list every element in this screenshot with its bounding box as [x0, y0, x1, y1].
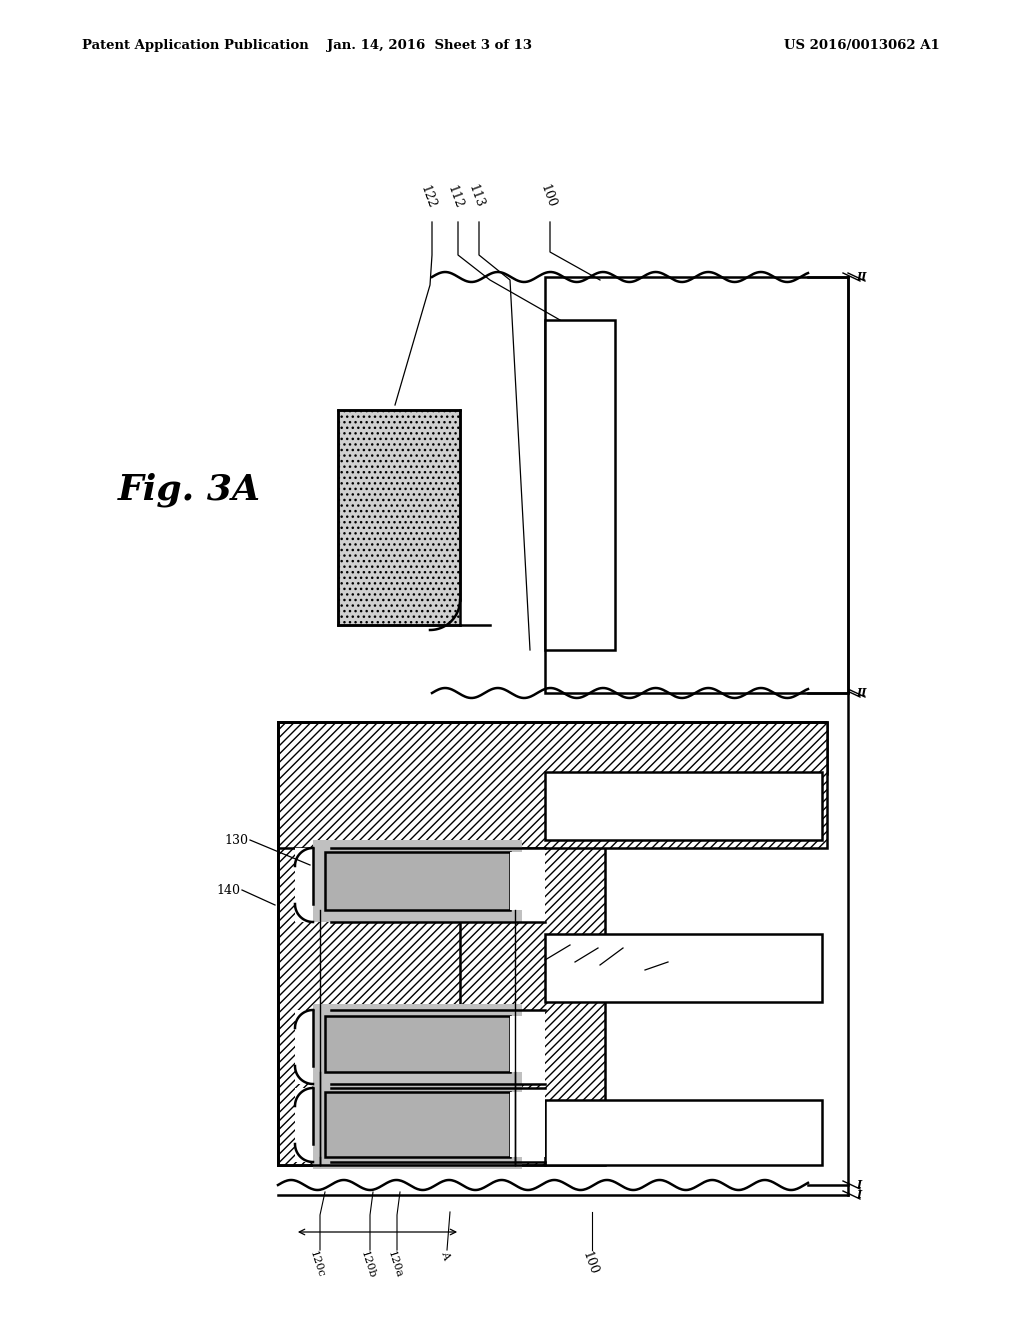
Bar	[278, 722, 605, 1166]
Text: 113: 113	[466, 183, 486, 210]
Text: 120b: 120b	[358, 1250, 377, 1280]
Bar	[278, 722, 460, 1166]
Bar	[325, 851, 510, 909]
Bar	[313, 1005, 522, 1084]
Text: 122: 122	[418, 183, 438, 210]
Text: Fig. 3A: Fig. 3A	[118, 473, 261, 507]
Text: 100: 100	[538, 183, 558, 210]
Text: Jan. 14, 2016  Sheet 3 of 13: Jan. 14, 2016 Sheet 3 of 13	[328, 38, 532, 51]
Bar	[325, 1016, 510, 1072]
Bar	[278, 722, 460, 1166]
Text: 120c: 120c	[308, 1250, 326, 1279]
Bar	[510, 1016, 545, 1072]
Bar	[545, 319, 615, 649]
Text: 111: 111	[600, 939, 624, 952]
Text: 104: 104	[670, 953, 694, 966]
Text: 140: 140	[216, 883, 240, 896]
Text: 120: 120	[572, 939, 596, 952]
Bar	[545, 1100, 822, 1166]
Bar	[313, 840, 522, 921]
Text: 102: 102	[625, 939, 649, 952]
Bar	[510, 1092, 545, 1158]
Text: 130: 130	[224, 833, 248, 846]
Text: I: I	[856, 1180, 861, 1191]
Bar	[278, 722, 827, 1166]
Bar	[278, 722, 827, 774]
Text: US 2016/0013062 A1: US 2016/0013062 A1	[784, 38, 940, 51]
Bar	[278, 722, 605, 1166]
Bar	[295, 1088, 545, 1162]
Bar	[545, 935, 822, 1002]
Bar	[295, 847, 545, 921]
Bar	[278, 722, 827, 847]
Text: I: I	[856, 1189, 861, 1200]
Bar	[510, 851, 545, 909]
Bar	[278, 722, 827, 774]
Bar	[545, 277, 848, 693]
Bar	[313, 1080, 522, 1170]
Text: 100: 100	[580, 1250, 600, 1276]
Bar	[278, 722, 827, 847]
Text: 120a: 120a	[386, 1250, 404, 1279]
Text: II: II	[856, 688, 866, 698]
Bar	[338, 411, 460, 624]
Bar	[325, 1092, 510, 1158]
Text: 112: 112	[444, 183, 465, 210]
Text: A: A	[439, 1250, 451, 1261]
Bar	[545, 772, 822, 840]
Text: Patent Application Publication: Patent Application Publication	[82, 38, 309, 51]
Bar	[295, 1010, 545, 1084]
Text: II: II	[856, 272, 866, 282]
